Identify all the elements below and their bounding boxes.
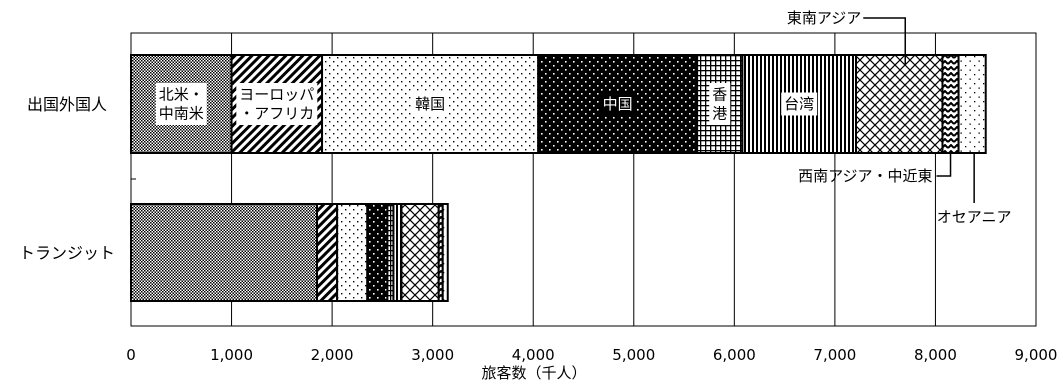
segment-label-bg xyxy=(155,83,207,125)
segment-label: 北米・ xyxy=(159,86,204,104)
x-tick-labels: 0 1,000 2,000 3,000 4,000 5,000 6,000 7,000 8,00… xyxy=(126,346,1057,364)
segment-labels: 北米・中南米 ヨーロッパ・アフリカ 韓国 中国 香港 台湾 xyxy=(155,83,818,125)
callout-label: 東南アジア xyxy=(787,9,861,27)
callout-label: オセアニア xyxy=(937,208,1012,226)
bar-segment xyxy=(392,203,403,302)
x-tick-label: 7,000 xyxy=(813,346,856,364)
callout-line xyxy=(936,153,952,177)
bar-segment xyxy=(130,203,319,302)
segment-label: ・アフリカ xyxy=(239,105,314,123)
x-tick-label: 8,000 xyxy=(914,346,957,364)
bar-segment xyxy=(366,203,389,302)
segment-label-bg xyxy=(781,92,818,116)
callout-label: 西南アジア・中近東 xyxy=(798,167,932,185)
bar-segment xyxy=(316,203,339,302)
category-label: 出国外国人 xyxy=(27,95,107,114)
callout-line xyxy=(863,17,906,66)
bar-segment xyxy=(400,203,440,302)
segment-label: 韓国 xyxy=(415,95,445,113)
segment-label: 中南米 xyxy=(159,105,204,123)
category-label: トランジット xyxy=(19,244,115,263)
bar-segment xyxy=(336,203,369,302)
segment-label: 台湾 xyxy=(784,95,814,113)
x-tick-label: 6,000 xyxy=(713,346,756,364)
segment-label-bg xyxy=(236,83,318,125)
segment-label-bg xyxy=(412,92,449,116)
plot-area-border xyxy=(130,32,1037,327)
x-tick-label: 2,000 xyxy=(311,346,354,364)
x-tick-label: 9,000 xyxy=(1015,346,1058,364)
segment-label: 中国 xyxy=(603,95,633,113)
segment-label-bg xyxy=(599,92,636,116)
bar-segment xyxy=(441,203,449,302)
segment-label: ヨーロッパ xyxy=(239,86,314,104)
bar-segment xyxy=(957,54,987,154)
x-tick-label: 3,000 xyxy=(411,346,454,364)
bars xyxy=(130,54,987,302)
x-tick-label: 1,000 xyxy=(210,346,253,364)
segment-label: 港 xyxy=(712,105,727,123)
x-tick-label: 0 xyxy=(126,346,136,364)
segment-label-bg xyxy=(709,83,731,125)
bar-segment xyxy=(855,54,944,154)
x-axis-title: 旅客数（千人） xyxy=(481,364,586,382)
bar-segment xyxy=(941,54,960,154)
x-tick-label: 4,000 xyxy=(512,346,555,364)
x-tick-label: 5,000 xyxy=(612,346,655,364)
segment-label: 香 xyxy=(712,86,727,104)
